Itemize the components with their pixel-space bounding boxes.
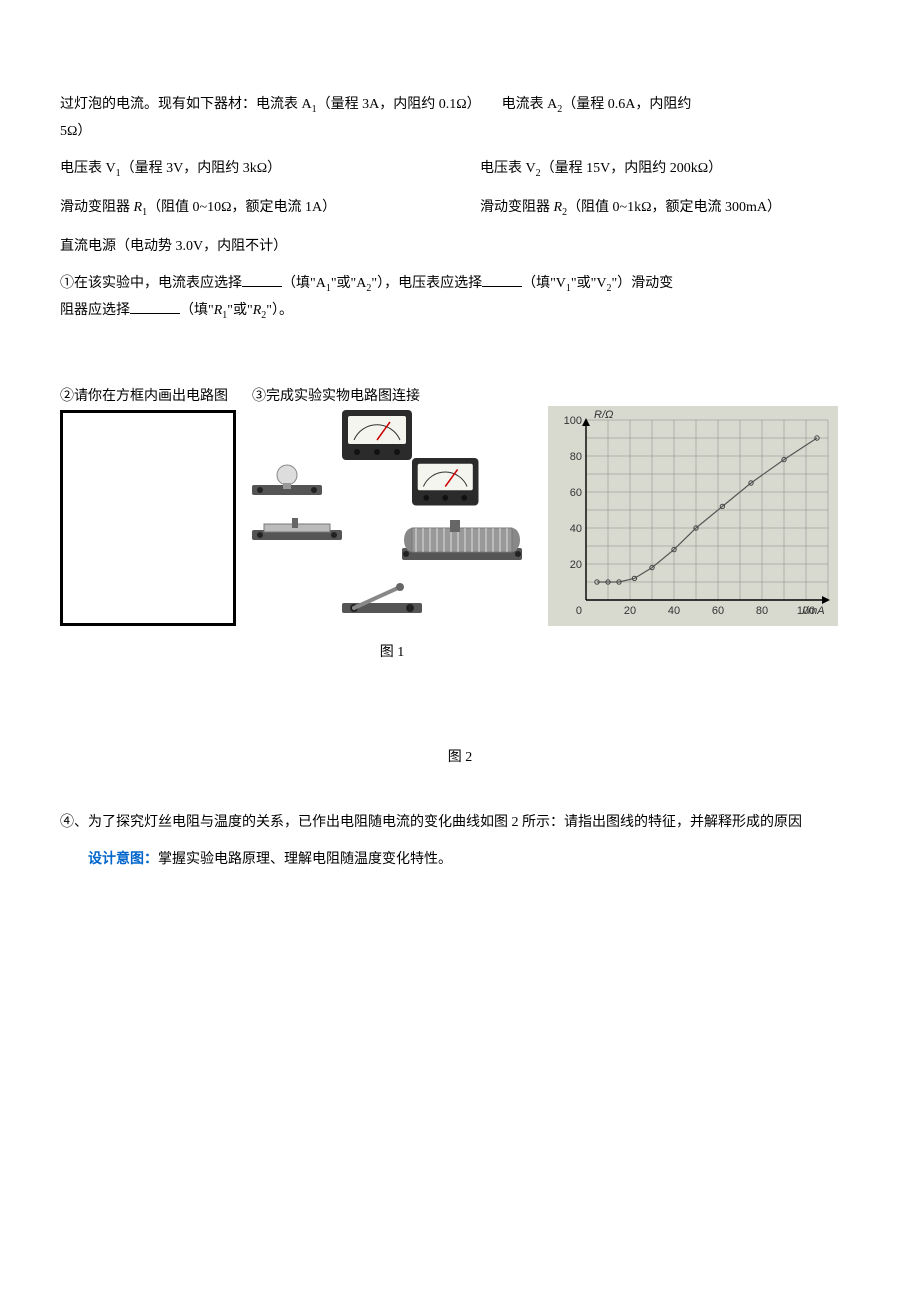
svg-text:20: 20 — [624, 605, 636, 617]
voltmeter-v2: 电压表 V2（量程 15V，内阻约 200kΩ） — [480, 156, 860, 183]
svg-text:20: 20 — [570, 559, 582, 571]
svg-text:80: 80 — [756, 605, 768, 617]
svg-text:40: 40 — [668, 605, 680, 617]
r1-r: R — [134, 200, 143, 215]
figure-2-label: 图 2 — [60, 745, 860, 770]
empty-circuit-box — [60, 410, 236, 626]
r2-r: R — [554, 200, 563, 215]
question-1: ①在该实验中，电流表应选择（填"A1"或"A2"），电压表应选择（填"V1"或"… — [60, 271, 860, 325]
r1-pre: 滑动变阻器 — [60, 200, 134, 215]
blank-rheostat — [130, 299, 180, 314]
svg-text:I/mA: I/mA — [802, 605, 825, 617]
components-canvas — [252, 410, 532, 630]
intro-line2: 5Ω） — [60, 124, 91, 139]
column-components: ③完成实验实物电路图连接 图 1 — [252, 384, 532, 664]
q1-p7: "）滑动变 — [611, 276, 673, 291]
column-graph: 20406080100020406080100R/ΩI/mA — [548, 384, 838, 626]
question-4: ④、为了探究灯丝电阻与温度的关系，已作出电阻随电流的变化曲线如图 2 所示：请指… — [60, 810, 860, 835]
column-circuit-box: ②请你在方框内画出电路图 — [60, 384, 236, 625]
svg-text:40: 40 — [570, 523, 582, 535]
rheostat-r2: 滑动变阻器 R2（阻值 0~1kΩ，额定电流 300mA） — [480, 195, 860, 222]
q1-p4: "），电压表应选择 — [371, 276, 482, 291]
intro-text-3: （量程 0.6A，内阻约 — [562, 97, 691, 112]
q1-l2-pre: 阻器应选择 — [60, 303, 130, 318]
v2-pre: 电压表 V — [480, 161, 536, 176]
q1-l2-post: "）。 — [266, 303, 293, 318]
graph-canvas: 20406080100020406080100R/ΩI/mA — [548, 406, 838, 626]
q1-p1: ①在该实验中，电流表应选择 — [60, 276, 242, 291]
blank-ammeter — [242, 272, 282, 287]
q1-l2-r1: R — [214, 303, 223, 318]
q1-p3: "或"A — [331, 276, 367, 291]
rheostat-row: 滑动变阻器 R1（阻值 0~10Ω，额定电流 1A） 滑动变阻器 R2（阻值 0… — [60, 195, 860, 222]
svg-text:60: 60 — [570, 487, 582, 499]
v1-post: （量程 3V，内阻约 3kΩ） — [121, 161, 282, 176]
design-purpose: 设计意图：掌握实验电路原理、理解电阻随温度变化特性。 — [60, 847, 860, 872]
voltmeter-v1: 电压表 V1（量程 3V，内阻约 3kΩ） — [60, 156, 440, 183]
q1-l2-r2: R — [253, 303, 262, 318]
figure-row: ②请你在方框内画出电路图 ③完成实验实物电路图连接 图 1 20 40 60 80 10… — [60, 384, 860, 664]
q1-p6: "或"V — [571, 276, 607, 291]
dc-source-line: 直流电源（电动势 3.0V，内阻不计） — [60, 234, 860, 259]
intro-paragraph: 过灯泡的电流。现有如下器材：电流表 A1（量程 3A，内阻约 0.1Ω） 电流表… — [60, 92, 860, 144]
v1-pre: 电压表 V — [60, 161, 116, 176]
q1-l2-mid2: "或" — [227, 303, 252, 318]
blank-voltmeter — [482, 272, 522, 287]
question-3-label: ③完成实验实物电路图连接 — [252, 384, 532, 409]
r2-post: （阻值 0~1kΩ，额定电流 300mA） — [567, 200, 781, 215]
svg-text:100: 100 — [564, 415, 582, 427]
v2-post: （量程 15V，内阻约 200kΩ） — [541, 161, 723, 176]
voltmeter-row: 电压表 V1（量程 3V，内阻约 3kΩ） 电压表 V2（量程 15V，内阻约 … — [60, 156, 860, 183]
r1-post: （阻值 0~10Ω，额定电流 1A） — [147, 200, 336, 215]
svg-text:60: 60 — [712, 605, 724, 617]
figure-1-label: 图 1 — [252, 640, 532, 665]
purpose-label: 设计意图： — [88, 852, 158, 867]
question-2-label: ②请你在方框内画出电路图 — [60, 384, 236, 409]
q1-p2: （填"A — [282, 276, 326, 291]
svg-text:R/Ω: R/Ω — [594, 409, 613, 421]
q1-l2-mid: （填" — [180, 303, 214, 318]
intro-text-1: 过灯泡的电流。现有如下器材：电流表 A — [60, 97, 312, 112]
rheostat-r1: 滑动变阻器 R1（阻值 0~10Ω，额定电流 1A） — [60, 195, 440, 222]
purpose-text: 掌握实验电路原理、理解电阻随温度变化特性。 — [158, 852, 452, 867]
svg-text:80: 80 — [570, 451, 582, 463]
q1-p5: （填"V — [522, 276, 566, 291]
r2-pre: 滑动变阻器 — [480, 200, 554, 215]
intro-text-2: （量程 3A，内阻约 0.1Ω） 电流表 A — [317, 97, 558, 112]
svg-text:0: 0 — [576, 605, 582, 617]
